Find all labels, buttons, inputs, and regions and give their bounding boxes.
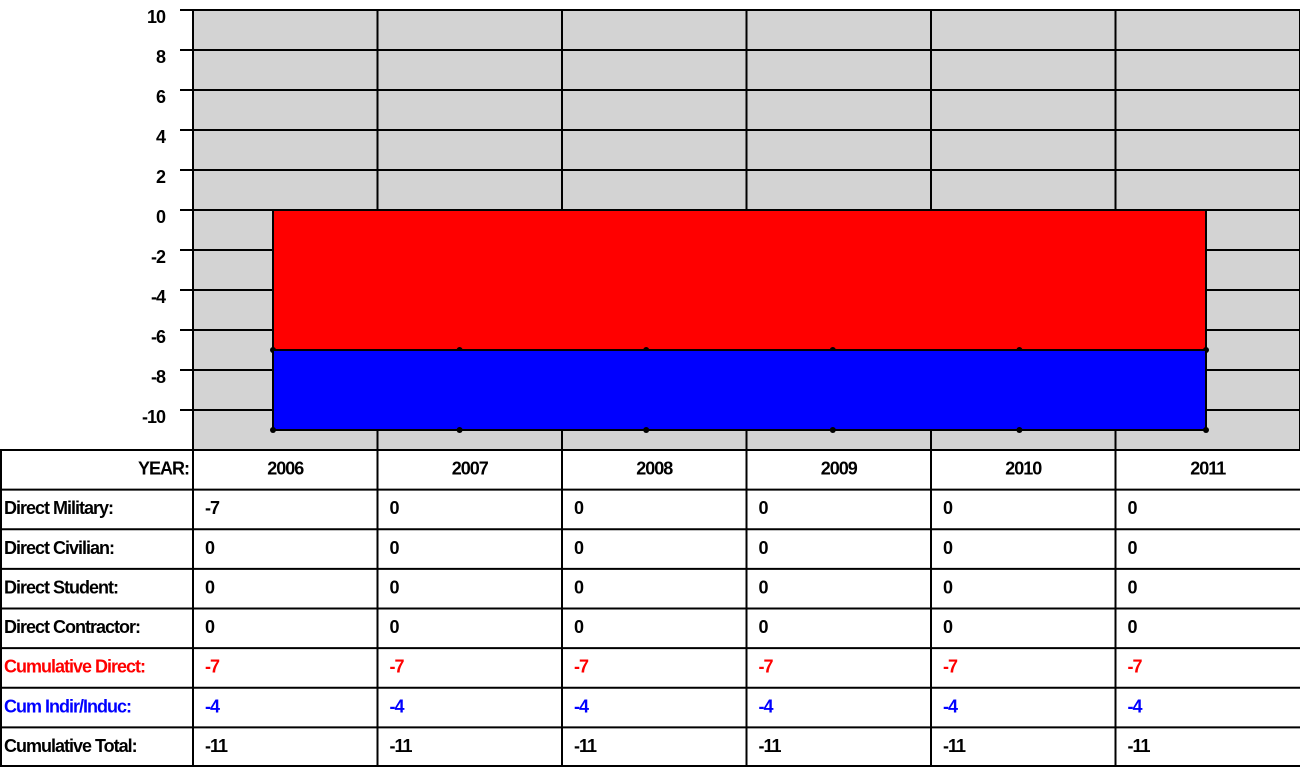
row-label: Cumulative Total: (4, 736, 137, 756)
table-value: 0 (574, 498, 584, 518)
point (829, 427, 836, 433)
table-value: 0 (205, 577, 215, 597)
table-value: -11 (759, 736, 782, 756)
row-label: Cumulative Direct: (4, 657, 145, 677)
table-value: 0 (390, 577, 400, 597)
x-tick-label: 2010 (1005, 459, 1042, 479)
table-value: 0 (943, 577, 953, 597)
table-value: 0 (759, 538, 769, 558)
x-tick-label: 2009 (821, 459, 858, 479)
table-value: -7 (574, 657, 589, 677)
y-tick-label: 4 (156, 127, 166, 147)
table-value: -7 (759, 657, 774, 677)
table-value: 0 (390, 538, 400, 558)
table-value: -7 (943, 657, 958, 677)
table-value: -7 (205, 498, 220, 518)
table-value: -7 (390, 657, 405, 677)
area (272, 349, 1207, 431)
table-value: 0 (1128, 498, 1138, 518)
point (1016, 427, 1023, 433)
x-tick-label: 2011 (1190, 459, 1226, 479)
table-value: 0 (574, 538, 584, 558)
y-tick-label: -8 (151, 367, 166, 387)
table-value: 0 (1128, 577, 1138, 597)
x-tick-label: 2007 (452, 459, 489, 479)
table-value: -4 (759, 696, 774, 716)
header-label: YEAR: (138, 459, 189, 479)
y-tick-label: 6 (156, 87, 166, 107)
point (1203, 427, 1209, 433)
table-value: 0 (574, 577, 584, 597)
table-value: -7 (1128, 657, 1143, 677)
point (456, 427, 463, 433)
table-value: 0 (205, 617, 215, 637)
table-value: 0 (943, 617, 953, 637)
table-value: -11 (574, 736, 597, 756)
table-value: 0 (759, 498, 769, 518)
y-tick-label: -2 (151, 247, 166, 267)
table-value: -4 (390, 696, 405, 716)
row-label: Direct Contractor: (4, 617, 140, 637)
point (643, 427, 650, 433)
table-value: 0 (390, 617, 400, 637)
table-value: -11 (943, 736, 966, 756)
table-value: -11 (390, 736, 413, 756)
table-value: 0 (574, 617, 584, 637)
table-value: -11 (1128, 736, 1151, 756)
table-value: -4 (205, 696, 220, 716)
table-value: 0 (390, 498, 400, 518)
row-label: Direct Military: (4, 498, 113, 518)
table-value: -7 (205, 657, 220, 677)
table-value: -4 (574, 696, 589, 716)
table-value: 0 (205, 538, 215, 558)
y-tick-label: -6 (151, 327, 166, 347)
table-value: 0 (759, 617, 769, 637)
table-value: -4 (1128, 696, 1143, 716)
table-value: 0 (1128, 617, 1138, 637)
row-label: Direct Student: (4, 577, 118, 597)
table-value: 0 (943, 538, 953, 558)
point (270, 427, 276, 433)
y-tick-label: 2 (156, 167, 166, 187)
row-label: Cum Indir/Induc: (4, 696, 131, 716)
table-value: -4 (943, 696, 958, 716)
x-tick-label: 2006 (267, 459, 304, 479)
area (272, 209, 1207, 351)
row-label: Direct Civilian: (4, 538, 114, 558)
table-value: 0 (943, 498, 953, 518)
y-tick-label: -10 (142, 407, 166, 427)
y-tick-label: 0 (156, 207, 166, 227)
y-tick-label: 10 (147, 7, 166, 27)
y-tick-label: 8 (156, 47, 166, 67)
y-tick-label: -4 (151, 287, 166, 307)
x-tick-label: 2008 (636, 459, 673, 479)
table-value: 0 (1128, 538, 1138, 558)
table-value: 0 (759, 577, 769, 597)
table-value: -11 (205, 736, 228, 756)
